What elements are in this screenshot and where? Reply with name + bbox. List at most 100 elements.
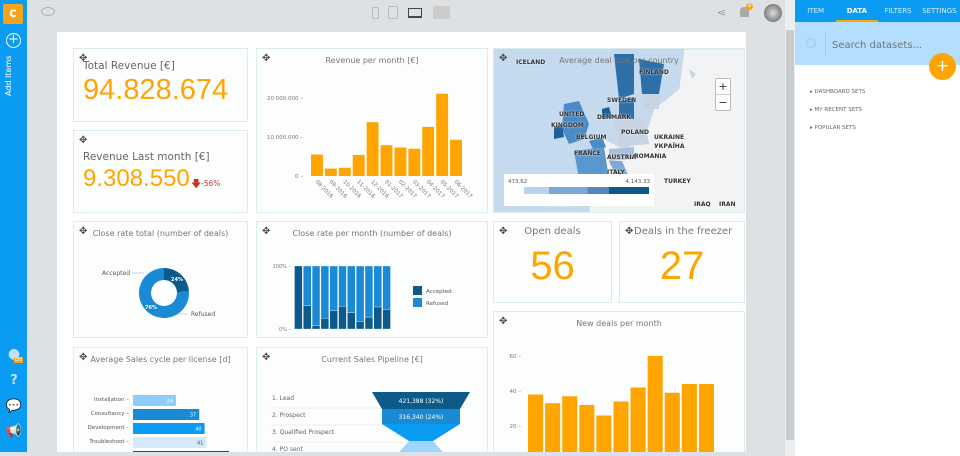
user-avatar[interactable] xyxy=(764,4,782,22)
y-category-label: Installation – xyxy=(94,397,129,403)
close-rate-month-card[interactable]: ✥ Close rate per month (number of deals)… xyxy=(256,221,488,338)
revenue-per-month-card[interactable]: ✥ Revenue per month [€] 0 – 10.000.000 – 2… xyxy=(256,48,488,213)
move-handle-icon[interactable]: ✥ xyxy=(499,53,508,64)
move-handle-icon[interactable]: ✥ xyxy=(79,352,88,363)
announcement-icon[interactable]: 📢 xyxy=(5,424,23,439)
tab-filters[interactable]: FILTERS xyxy=(884,7,912,15)
notifications-bell-icon[interactable] xyxy=(740,7,749,17)
help-icon[interactable]: ? xyxy=(10,373,18,388)
y-tick-label: 20 – xyxy=(510,424,522,430)
tab-data[interactable]: DATA xyxy=(836,0,878,22)
bar xyxy=(133,409,200,420)
set-label: POPULAR SETS xyxy=(814,125,856,131)
app-logo[interactable]: c xyxy=(3,4,23,24)
dashboard-sets-item[interactable]: ▸ DASHBOARD SETS xyxy=(810,89,866,95)
zoom-out-button[interactable]: − xyxy=(718,96,728,109)
add-dataset-button[interactable]: + xyxy=(929,53,956,80)
stacked-bar-segment xyxy=(373,306,382,330)
map-country-label: AUSTRIA xyxy=(607,154,637,161)
funnel-stage-label: 2. Prospect xyxy=(272,412,306,419)
zoom-in-button[interactable]: + xyxy=(716,79,730,95)
bar xyxy=(647,356,663,455)
choropleth-map[interactable] xyxy=(494,49,745,213)
tab-item[interactable]: ITEM xyxy=(807,7,825,15)
kpi-value: 27 xyxy=(659,244,705,288)
stacked-bar-segment xyxy=(364,316,374,330)
legend-swatch xyxy=(413,298,422,307)
map-card[interactable]: ✥ Average deal size per country ICELAND F… xyxy=(493,48,745,213)
legend-max: 4,143.33 xyxy=(625,179,651,185)
map-country-label: ROMANIA xyxy=(634,153,667,160)
chat-icon[interactable]: 💬 xyxy=(5,399,23,414)
move-handle-icon[interactable]: ✥ xyxy=(499,226,508,237)
sales-cycle-bar-chart: Installation – 24 Consultancy – 37 Developme… xyxy=(87,395,229,455)
bar xyxy=(681,384,697,455)
stacked-bar-segment xyxy=(373,265,382,308)
map-zoom-controls: + − xyxy=(715,78,731,111)
open-deals-card[interactable]: ✥ Open deals 56 xyxy=(493,221,612,303)
device-laptop-icon[interactable] xyxy=(408,8,422,18)
right-panel-tabs: ITEM DATA FILTERS SETTINGS xyxy=(795,0,960,22)
add-items-icon[interactable]: + xyxy=(6,33,21,48)
move-handle-icon[interactable]: ✥ xyxy=(79,226,88,237)
move-handle-icon[interactable]: ✥ xyxy=(262,226,271,237)
revenue-last-month-card[interactable]: ✥ Revenue Last month [€] 9.308.550 🡇 -56… xyxy=(73,130,248,213)
legend-label: Refused xyxy=(426,301,448,307)
move-handle-icon[interactable]: ✥ xyxy=(79,135,88,146)
funnel-segment xyxy=(382,424,460,441)
bar xyxy=(528,394,544,455)
move-handle-icon[interactable]: ✥ xyxy=(79,53,88,64)
scrollbar-thumb[interactable] xyxy=(786,30,794,440)
funnel-data-label: 316,340 (24%) xyxy=(399,414,444,421)
map-country-label: УКРАЇНА xyxy=(654,143,685,150)
device-mobile-icon[interactable] xyxy=(372,7,379,19)
stacked-bar-segment xyxy=(338,306,347,330)
bar xyxy=(352,154,365,176)
set-label: DASHBOARD SETS xyxy=(814,89,866,95)
slice-data-label: 24% xyxy=(171,277,183,283)
stacked-bar-segment xyxy=(382,309,391,330)
deals-freezer-card[interactable]: ✥ Deals in the freezer 27 xyxy=(619,221,745,303)
kpi-title: Open deals xyxy=(524,226,581,237)
pipeline-card[interactable]: ✥ Current Sales Pipeline [€] 1. Lead 2. P… xyxy=(256,347,488,456)
stacked-bar-segment xyxy=(311,265,321,326)
down-arrow-icon: 🡇 xyxy=(191,179,202,190)
bar-data-label: 40 xyxy=(195,427,201,433)
close-rate-total-card[interactable]: ✥ Close rate total (number of deals) 24%… xyxy=(73,221,248,338)
tab-settings[interactable]: SETTINGS xyxy=(922,7,957,15)
pipeline-funnel-chart: 1. Lead 2. Prospect 3. Qualified Prospect 4… xyxy=(271,392,470,455)
move-handle-icon[interactable]: ✥ xyxy=(262,53,271,64)
stacked-bar-segment xyxy=(356,321,365,330)
chart-title: New deals per month xyxy=(576,319,662,328)
sales-cycle-card[interactable]: ✥ Average Sales cycle per license [d] In… xyxy=(73,347,248,456)
slice-data-label: 76% xyxy=(145,305,157,311)
search-datasets-input[interactable] xyxy=(832,37,932,53)
stacked-bar-segment xyxy=(347,265,356,313)
move-handle-icon[interactable]: ✥ xyxy=(625,226,634,237)
recent-sets-item[interactable]: ▸ MY RECENT SETS xyxy=(810,107,863,113)
funnel-stage-label: 1. Lead xyxy=(272,395,294,402)
map-country-label: POLAND xyxy=(621,129,649,136)
y-tick-label: 100% – xyxy=(273,264,292,270)
bar xyxy=(324,168,337,176)
add-items-label[interactable]: Add Items xyxy=(4,55,13,96)
map-country-label: IRAQ xyxy=(694,201,711,208)
new-deals-card[interactable]: ✥ New deals per month 20 – 40 – 60 – xyxy=(493,311,745,456)
close-rate-donut-chart: 24% 76% Accepted Refused xyxy=(102,268,215,318)
stacked-bar-segment xyxy=(356,265,365,322)
device-tablet-icon[interactable] xyxy=(388,6,398,19)
popular-sets-item[interactable]: ▸ POPULAR SETS xyxy=(810,125,856,131)
close-rate-stacked-chart: 0% – 100% – Accepted Refused xyxy=(273,264,452,333)
total-revenue-card[interactable]: ✥ Total Revenue [€] 94.828.674 xyxy=(73,48,248,122)
device-desktop-icon[interactable] xyxy=(433,6,450,19)
map-country-label: FINLAND xyxy=(639,69,669,76)
stacked-bar-segment xyxy=(303,265,312,306)
funnel-data-label: 421,388 (32%) xyxy=(399,398,444,405)
preview-eye-icon[interactable] xyxy=(41,7,55,16)
share-icon[interactable]: ⋖ xyxy=(717,6,727,19)
map-country-label: ITALY xyxy=(607,169,625,176)
move-handle-icon[interactable]: ✥ xyxy=(499,316,508,327)
search-icon xyxy=(806,38,816,48)
map-country-label: KINGDOM xyxy=(551,122,584,129)
move-handle-icon[interactable]: ✥ xyxy=(262,352,271,363)
